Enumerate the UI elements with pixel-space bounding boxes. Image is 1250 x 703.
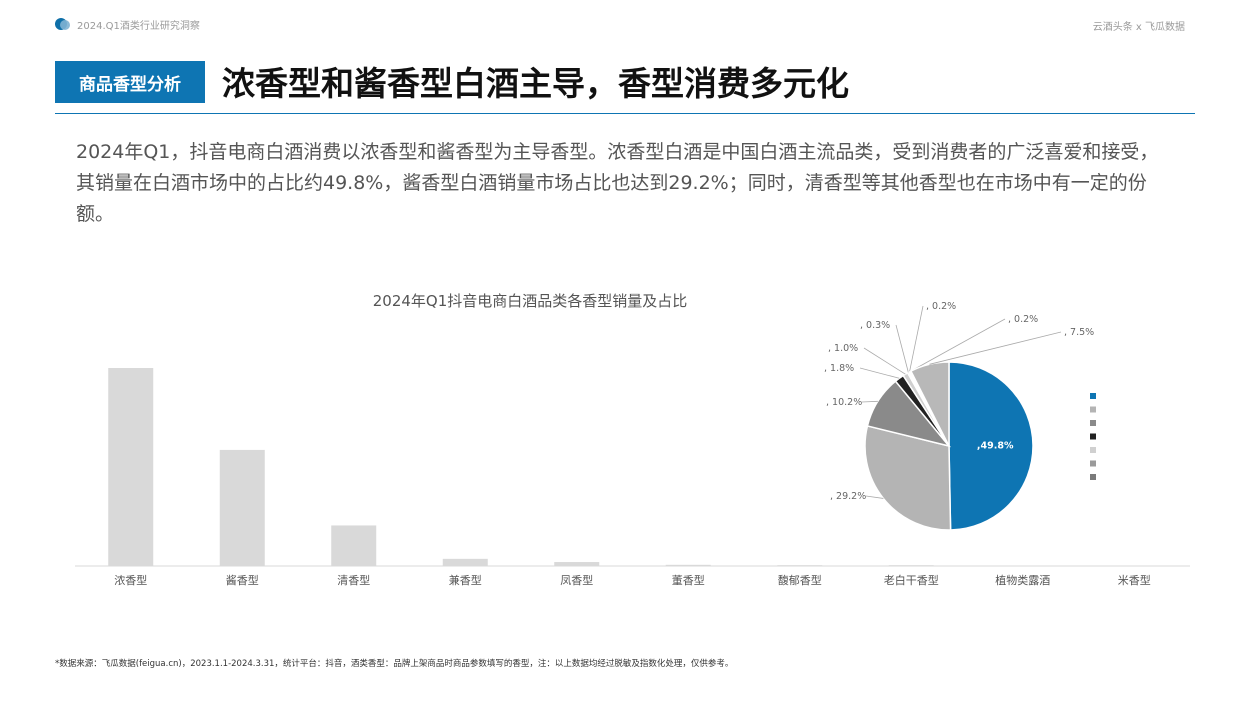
legend-swatch-2 [1090, 420, 1096, 426]
pie-label-4: , 1.0% [828, 343, 858, 354]
category-label: 老白干香型 [884, 573, 939, 587]
source-brand: 云酒头条 x 飞瓜数据 [1092, 22, 1185, 33]
bar-chart: 浓香型 酱香型 清香型 兼香型 凤香型 董香型 馥郁香型 老白干香型 植物类露酒 米香型 [75, 368, 1190, 587]
category-label: 董香型 [672, 573, 705, 587]
category-label: 酱香型 [226, 573, 259, 587]
pie-label-2: , 10.2% [826, 397, 862, 408]
pie-slice-8 [909, 361, 950, 447]
legend-swatch-4 [1090, 447, 1096, 453]
pie-label-5: , 0.3% [860, 320, 890, 331]
logo-icon [55, 16, 71, 32]
leader-line-7 [910, 318, 1006, 372]
page-title: 浓香型和酱香型白酒主导，香型消费多元化 [222, 64, 849, 103]
leader-line-8 [929, 331, 1062, 365]
bar-5 [665, 564, 711, 566]
pie-label-3: , 1.8% [824, 363, 854, 374]
report-title: 2024.Q1酒类行业研究洞察 [77, 20, 200, 32]
legend-swatch-1 [1090, 406, 1096, 413]
footnote: *数据来源：飞瓜数据(feigua.cn)，2023.1.1-2024.3.31… [55, 659, 734, 669]
bar-2 [331, 525, 377, 566]
category-label: 兼香型 [449, 573, 482, 587]
pie-chart: ,49.8% , 29.2% , 10.2% , 1.8% , 1.0% , 0.3% , … [824, 301, 1094, 531]
title-divider [55, 113, 1195, 114]
bar-0 [108, 368, 154, 566]
section-badge: 商品香型分析 [55, 61, 205, 103]
pie-label-1: , 29.2% [830, 491, 866, 502]
leader-line-3 [859, 367, 900, 379]
intro-paragraph: 2024年Q1，抖音电商白酒消费以浓香型和酱香型为主导香型。浓香型白酒是中国白酒… [76, 141, 1159, 225]
bar-6 [777, 565, 823, 566]
leader-line-5 [895, 324, 909, 373]
pie-label-7: , 0.2% [1008, 314, 1038, 325]
category-label: 米香型 [1118, 573, 1151, 587]
pie-slice-1 [864, 425, 952, 531]
legend-swatch-6 [1090, 474, 1096, 480]
pie-legend [1090, 393, 1096, 480]
leader-line-1 [865, 495, 884, 499]
bar-1 [219, 449, 265, 566]
pie-label-8: , 7.5% [1064, 327, 1094, 338]
legend-swatch-0 [1090, 393, 1096, 399]
chart-title: 2024年Q1抖音电商白酒品类各香型销量及占比 [373, 292, 688, 310]
report-header: 2024.Q1酒类行业研究洞察 [55, 16, 200, 32]
chart-area: 2024年Q1抖音电商白酒品类各香型销量及占比 浓香型 酱香型 清香型 兼香型 凤香型 董… [75, 292, 1190, 587]
pie-label-0: ,49.8% [977, 441, 1014, 452]
bar-7 [888, 565, 934, 566]
category-label: 浓香型 [114, 573, 147, 587]
bar-3 [442, 558, 488, 566]
category-label: 植物类露酒 [995, 573, 1050, 587]
leader-line-2 [861, 400, 878, 403]
bar-4 [554, 562, 600, 566]
leader-line-6 [909, 305, 924, 372]
category-label: 清香型 [337, 573, 370, 587]
legend-swatch-3 [1090, 433, 1096, 440]
category-label: 馥郁香型 [778, 573, 822, 587]
category-label: 凤香型 [560, 573, 593, 587]
legend-swatch-5 [1090, 460, 1096, 467]
pie-label-6: , 0.2% [926, 301, 956, 312]
pie-slice-0 [948, 361, 1034, 531]
leader-line-4 [863, 347, 906, 375]
